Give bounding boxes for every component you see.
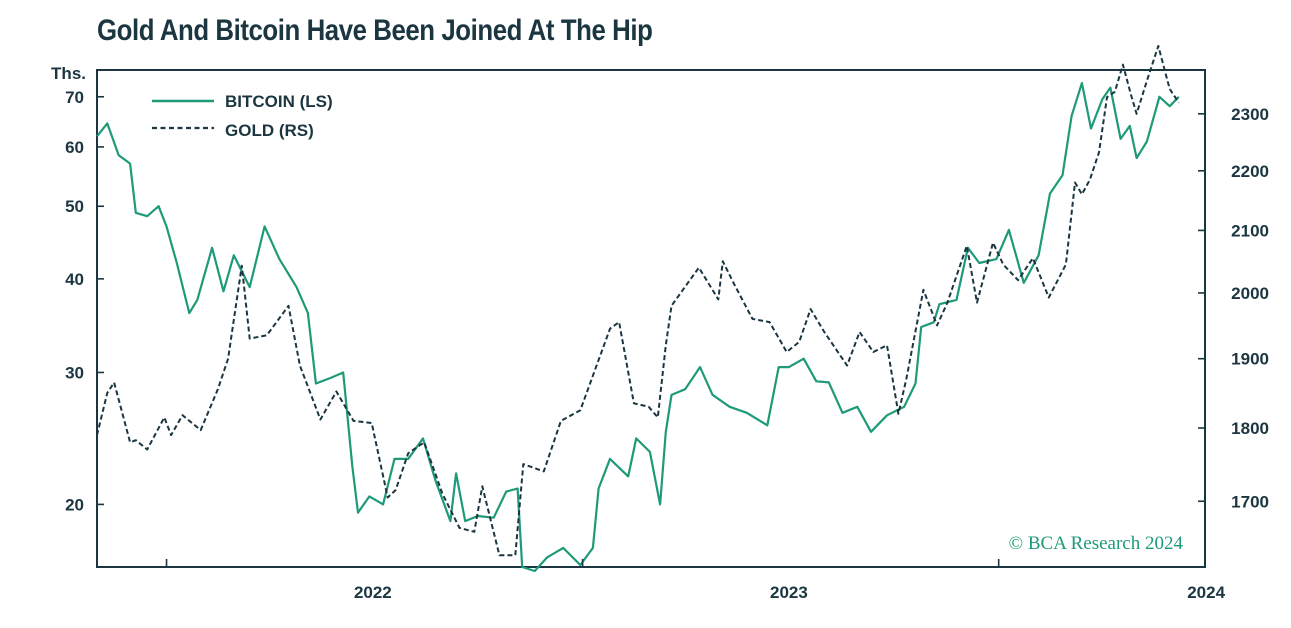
legend-label-gold: GOLD (RS): [225, 121, 314, 140]
right-axis-tick-label: 1800: [1231, 419, 1269, 438]
series-group: [96, 45, 1180, 573]
plot-frame: [96, 69, 1206, 568]
legend: BITCOIN (LS) GOLD (RS): [152, 92, 333, 140]
gold-series-line: [96, 45, 1180, 557]
bitcoin-series-line: [96, 82, 1180, 573]
right-axis-tick-label: 1700: [1231, 492, 1269, 511]
right-axis-tick-label: 2200: [1231, 162, 1269, 181]
x-axis-tick-label: 2022: [354, 583, 392, 602]
left-axis-tick-label: 60: [65, 138, 84, 157]
legend-label-bitcoin: BITCOIN (LS): [225, 92, 333, 111]
axis-group: 20 30 40 50 60 70 Ths. 1700 1800 1900 2000 2100 2200…: [51, 64, 1269, 602]
left-axis-tick-label: 20: [65, 495, 84, 514]
right-axis-tick-label: 1900: [1231, 350, 1269, 369]
left-axis-tick-label: 50: [65, 197, 84, 216]
right-axis-tick-label: 2100: [1231, 221, 1269, 240]
right-axis-tick-label: 2000: [1231, 284, 1269, 303]
left-axis-tick-label: 70: [65, 88, 84, 107]
chart-frame-group: [96, 69, 1206, 568]
left-axis-unit-label: Ths.: [51, 64, 86, 83]
left-axis-tick-label: 40: [65, 270, 84, 289]
credit-text: © BCA Research 2024: [1009, 533, 1184, 554]
right-axis-tick-label: 2300: [1231, 105, 1269, 124]
x-axis-tick-label: 2023: [770, 583, 808, 602]
left-axis-tick-label: 30: [65, 363, 84, 382]
chart-title: Gold And Bitcoin Have Been Joined At The…: [97, 14, 653, 47]
x-axis-tick-label: 2024: [1187, 583, 1225, 602]
